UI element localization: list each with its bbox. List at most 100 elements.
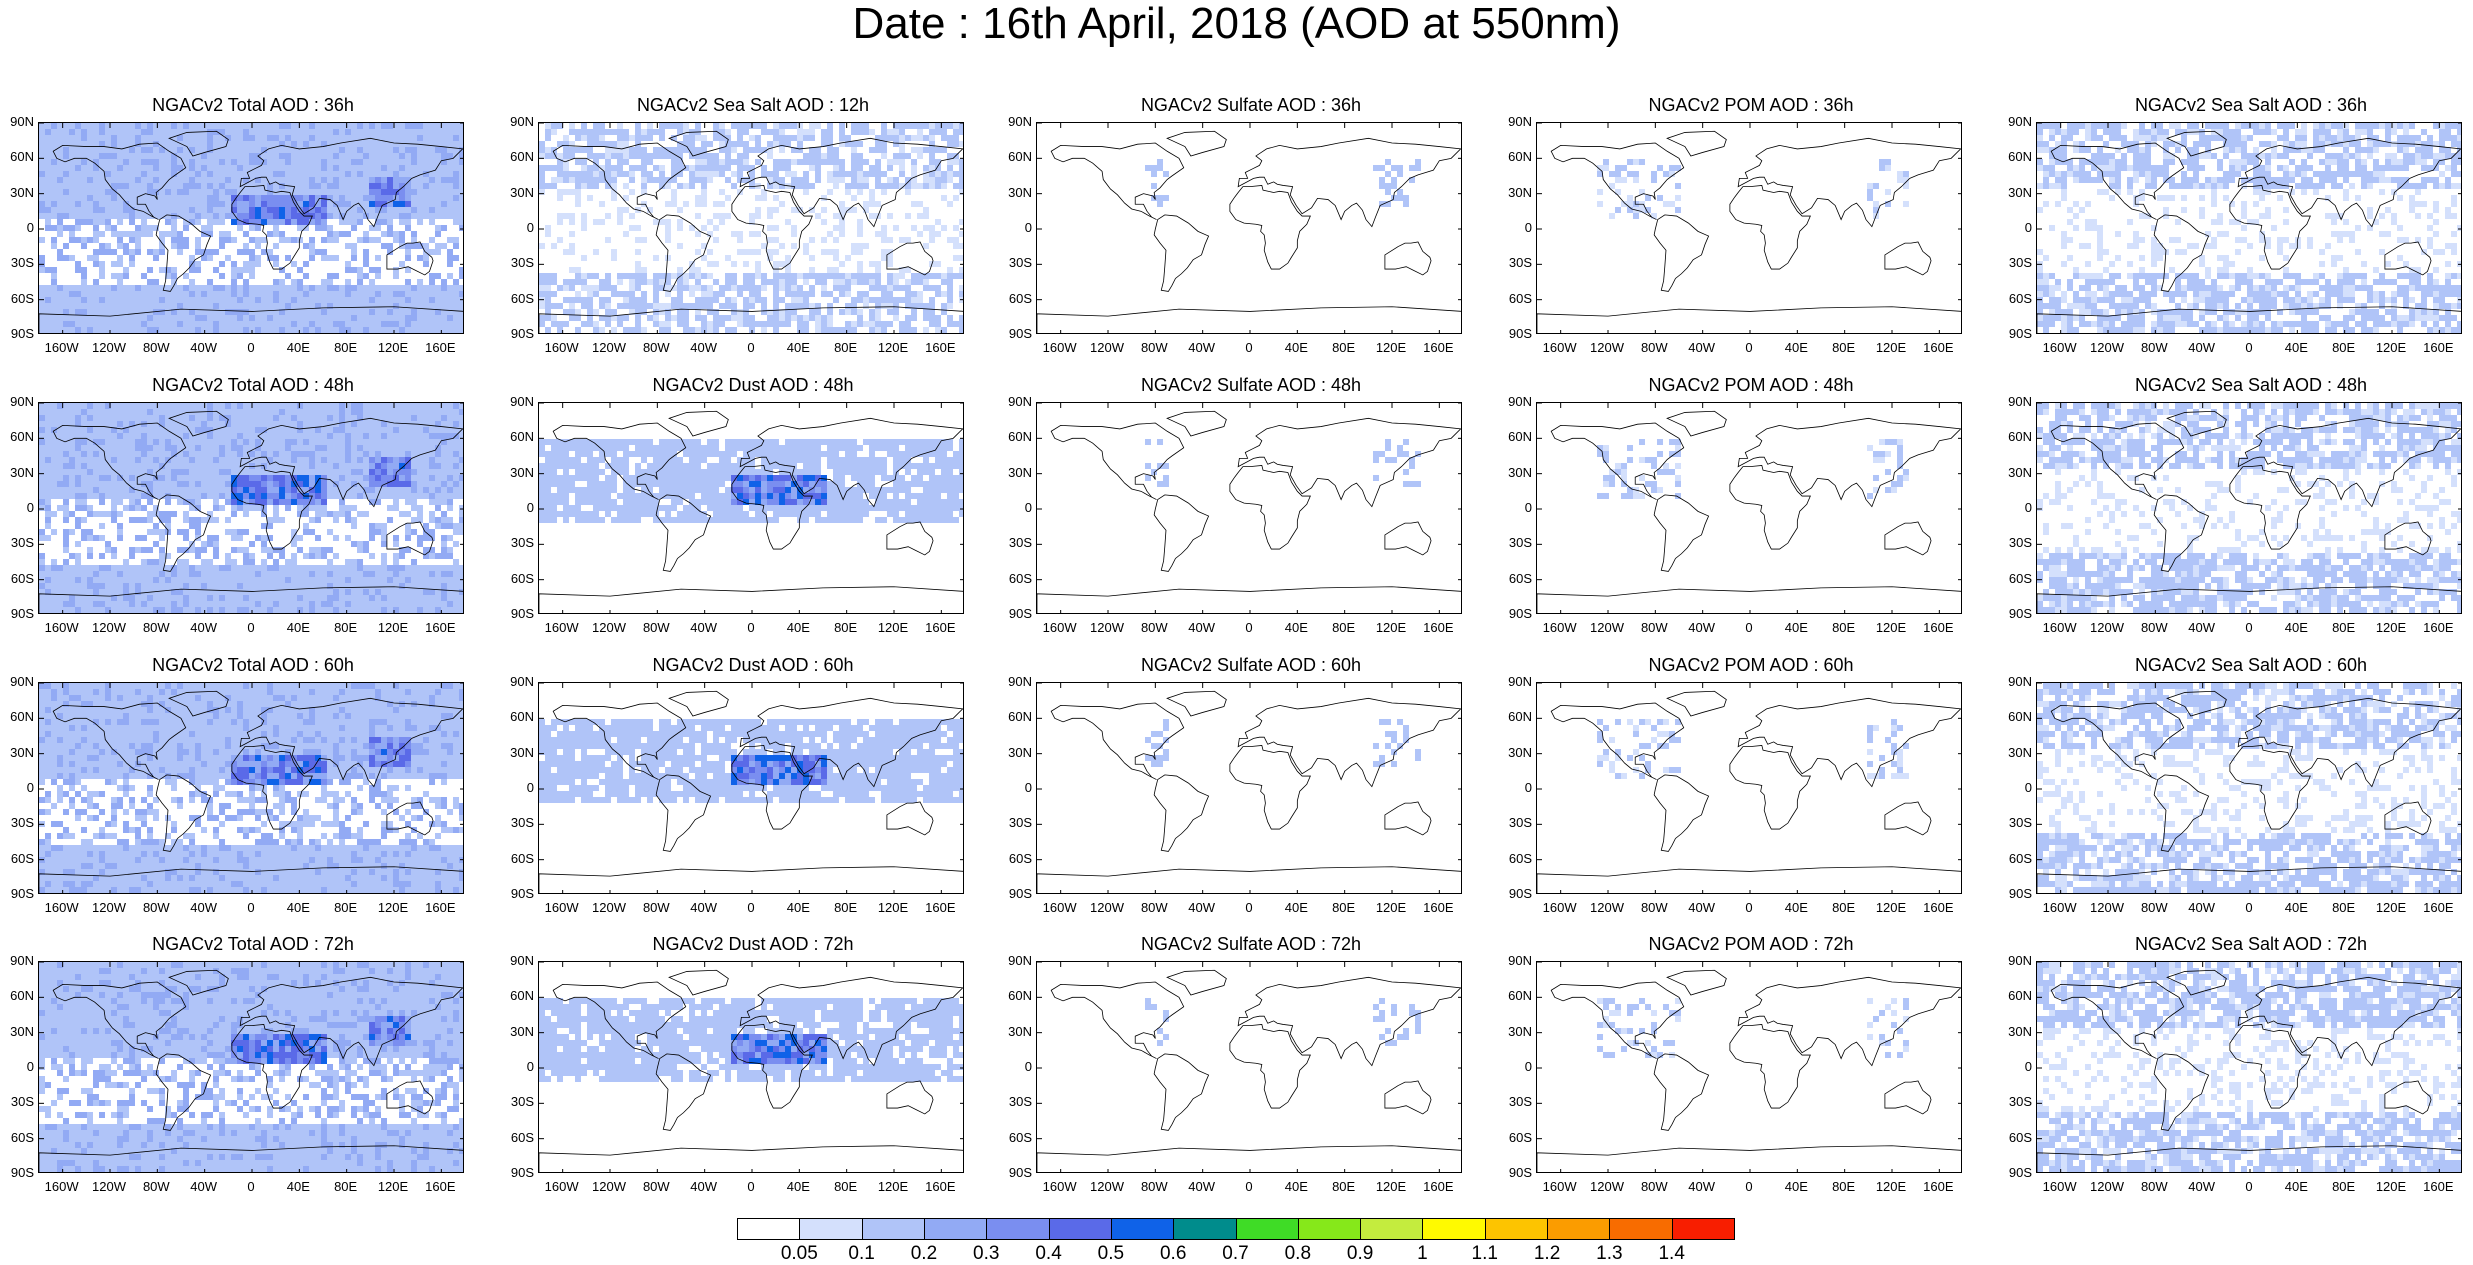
aod-cell <box>147 327 153 333</box>
aod-cell <box>87 333 93 334</box>
aod-cell <box>417 177 423 183</box>
aod-cell <box>57 219 63 225</box>
aod-cell <box>153 189 159 195</box>
aod-cell <box>87 141 93 147</box>
aod-cell <box>857 183 863 189</box>
aod-cell <box>63 141 69 147</box>
aod-cell <box>653 255 659 261</box>
aod-cell <box>2055 201 2061 207</box>
aod-cell <box>659 333 665 334</box>
aod-cell <box>1675 183 1681 189</box>
aod-cell <box>321 297 327 303</box>
aod-cell <box>333 195 339 201</box>
aod-cell <box>773 159 779 165</box>
aod-cell <box>393 129 399 135</box>
aod-cell <box>2349 153 2355 159</box>
aod-cell <box>791 243 797 249</box>
aod-cell <box>75 135 81 141</box>
aod-cell <box>405 249 411 255</box>
aod-cell <box>405 207 411 213</box>
aod-cell <box>39 141 45 147</box>
aod-cell <box>2253 147 2259 153</box>
aod-cell <box>2283 267 2289 273</box>
aod-cell <box>2313 291 2319 297</box>
aod-cell <box>417 135 423 141</box>
aod-cell <box>695 303 701 309</box>
aod-cell <box>159 129 165 135</box>
aod-cell <box>273 207 279 213</box>
aod-cell <box>2385 165 2391 171</box>
aod-cell <box>605 237 611 243</box>
aod-cell <box>231 147 237 153</box>
aod-cell <box>1879 165 1885 171</box>
aod-cell <box>707 291 713 297</box>
aod-cell <box>321 249 327 255</box>
aod-cell <box>2145 147 2151 153</box>
aod-cell <box>635 165 641 171</box>
aod-cell <box>423 333 429 334</box>
aod-cell <box>569 219 575 225</box>
aod-cell <box>707 321 713 327</box>
aod-cell <box>857 219 863 225</box>
aod-cell <box>135 297 141 303</box>
aod-cell <box>899 147 905 153</box>
x-tick-label: 120E <box>868 340 918 355</box>
aod-cell <box>243 285 249 291</box>
aod-cell <box>2253 297 2259 303</box>
aod-cell <box>2337 129 2343 135</box>
aod-cell <box>201 171 207 177</box>
aod-cell <box>2295 141 2301 147</box>
aod-cell <box>105 297 111 303</box>
aod-cell <box>2115 159 2121 165</box>
aod-cell <box>129 297 135 303</box>
aod-cell <box>779 183 785 189</box>
aod-cell <box>2397 291 2403 297</box>
aod-cell <box>671 189 677 195</box>
aod-cell <box>959 315 964 321</box>
aod-cell <box>279 297 285 303</box>
aod-cell <box>87 285 93 291</box>
aod-cell <box>689 141 695 147</box>
aod-cell <box>797 123 803 129</box>
aod-cell <box>2199 207 2205 213</box>
aod-cell <box>2085 219 2091 225</box>
aod-cell <box>2373 147 2379 153</box>
aod-cell <box>93 285 99 291</box>
aod-cell <box>911 279 917 285</box>
aod-cell <box>827 141 833 147</box>
aod-cell <box>935 333 941 334</box>
aod-cell <box>2175 315 2181 321</box>
aod-cell <box>321 195 327 201</box>
aod-cell <box>815 273 821 279</box>
aod-cell <box>2433 123 2439 129</box>
aod-cell <box>81 285 87 291</box>
aod-cell <box>2151 243 2157 249</box>
aod-cell <box>2211 153 2217 159</box>
aod-cell <box>863 297 869 303</box>
aod-cell <box>2049 225 2055 231</box>
aod-cell <box>797 141 803 147</box>
aod-cell <box>797 303 803 309</box>
aod-cell <box>213 213 219 219</box>
aod-cell <box>905 327 911 333</box>
aod-cell <box>2169 315 2175 321</box>
aod-cell <box>2397 165 2403 171</box>
x-tick-label: 40E <box>1771 340 1821 355</box>
aod-cell <box>273 129 279 135</box>
aod-cell <box>587 195 593 201</box>
aod-cell <box>623 135 629 141</box>
aod-cell <box>381 147 387 153</box>
aod-cell <box>2433 267 2439 273</box>
aod-cell <box>833 285 839 291</box>
aod-cell <box>2259 171 2265 177</box>
aod-cell <box>351 225 357 231</box>
aod-cell <box>345 309 351 315</box>
aod-cell <box>2121 123 2127 129</box>
aod-cell <box>369 291 375 297</box>
aod-cell <box>2121 303 2127 309</box>
aod-cell <box>405 327 411 333</box>
aod-cell <box>351 219 357 225</box>
aod-cell <box>183 303 189 309</box>
aod-cell <box>563 249 569 255</box>
aod-cell <box>659 309 665 315</box>
